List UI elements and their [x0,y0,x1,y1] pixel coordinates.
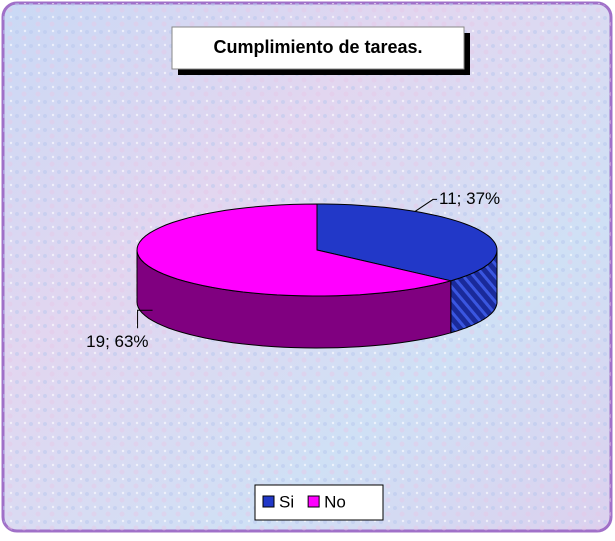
legend-swatch [307,495,320,508]
slice [316,203,498,282]
data-label: 19; 63% [86,332,148,351]
data-label: 11; 37% [439,189,500,208]
chart-title: Cumplimiento de tareas. [213,37,422,57]
title-box [171,26,465,70]
slice [136,203,451,297]
legend-label: Si [279,492,294,511]
leader-line [414,198,438,212]
legend-label: No [324,492,346,511]
leader-line [137,309,153,329]
legend-swatch [262,495,275,508]
